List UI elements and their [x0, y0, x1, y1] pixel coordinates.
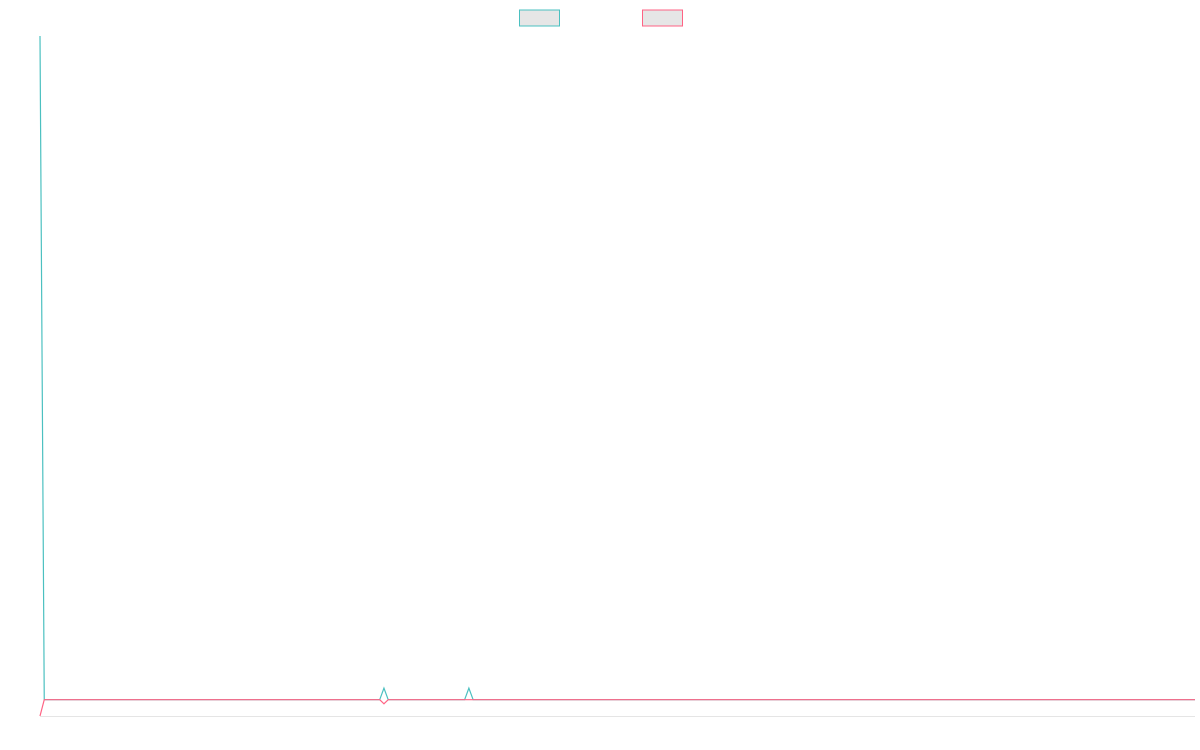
line-series — [39, 699, 1195, 717]
line-series — [39, 35, 1195, 701]
legend-swatch[interactable] — [519, 9, 560, 27]
legend-swatch[interactable] — [642, 9, 683, 27]
